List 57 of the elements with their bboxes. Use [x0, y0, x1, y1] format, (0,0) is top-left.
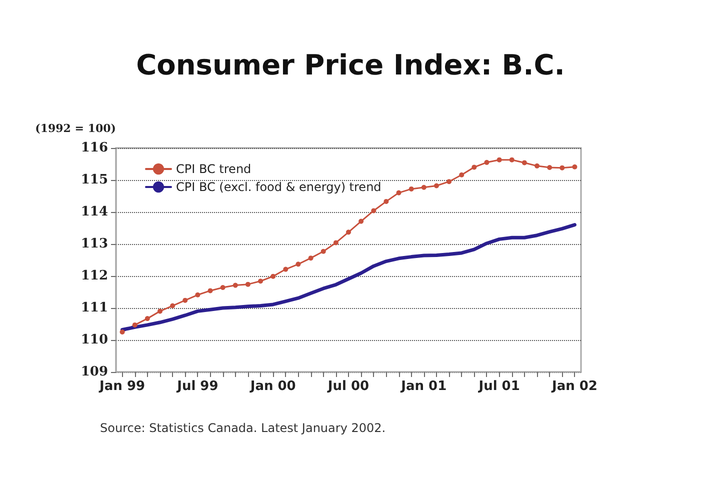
point: [220, 285, 226, 290]
point: [509, 157, 514, 162]
point: [560, 165, 565, 170]
y-tick-label: 115: [80, 172, 108, 188]
point: [144, 316, 150, 322]
chart-title: Consumer Price Index: B.C.: [136, 48, 565, 82]
x-tick-label: Jul 99: [176, 379, 218, 394]
point: [396, 190, 402, 196]
point: [434, 183, 439, 188]
point: [120, 330, 125, 334]
point: [421, 184, 426, 190]
x-tick-label: Jan 01: [400, 379, 447, 394]
x-tick-label: Jul 01: [478, 379, 520, 394]
y-tick-label: 116: [80, 140, 108, 156]
point: [459, 172, 464, 178]
point: [195, 292, 200, 298]
point: [258, 278, 264, 284]
point: [358, 218, 364, 224]
point: [170, 303, 176, 308]
point: [157, 308, 162, 314]
x-tick-label: Jan 99: [98, 379, 146, 394]
legend-label: CPI BC (excl. food & energy) trend: [176, 180, 382, 194]
x-tick-label: Jan 02: [550, 379, 598, 394]
point: [320, 248, 326, 254]
point: [283, 266, 288, 272]
point: [182, 298, 188, 303]
point: [270, 274, 276, 279]
point: [333, 240, 338, 246]
point: [308, 256, 314, 261]
y-tick-label: 109: [80, 364, 108, 380]
x-tick-label: Jan 00: [249, 379, 296, 394]
legend-label: CPI BC trend: [176, 162, 252, 176]
point: [346, 230, 351, 235]
x-tick-label: Jul 00: [326, 379, 370, 394]
point: [572, 164, 578, 170]
point: [132, 322, 138, 328]
y-tick-label: 114: [80, 204, 108, 220]
point: [245, 282, 250, 287]
point: [232, 282, 238, 288]
y-axis-title: (1992 = 100): [35, 122, 116, 135]
y-tick-label: 113: [80, 236, 108, 252]
point: [484, 160, 490, 165]
point: [496, 157, 502, 162]
y-tick-label: 111: [80, 300, 108, 316]
point: [296, 262, 301, 267]
point: [208, 288, 213, 294]
y-tick-label: 110: [80, 332, 108, 348]
point: [408, 186, 414, 192]
source-note: Source: Statistics Canada. Latest January 2002.: [100, 421, 386, 435]
y-tick-label: 112: [80, 268, 108, 284]
point: [547, 165, 552, 170]
point: [472, 164, 477, 170]
point: [384, 198, 389, 204]
point: [522, 160, 527, 166]
point: [446, 179, 452, 184]
point: [371, 208, 376, 214]
point: [534, 163, 540, 168]
